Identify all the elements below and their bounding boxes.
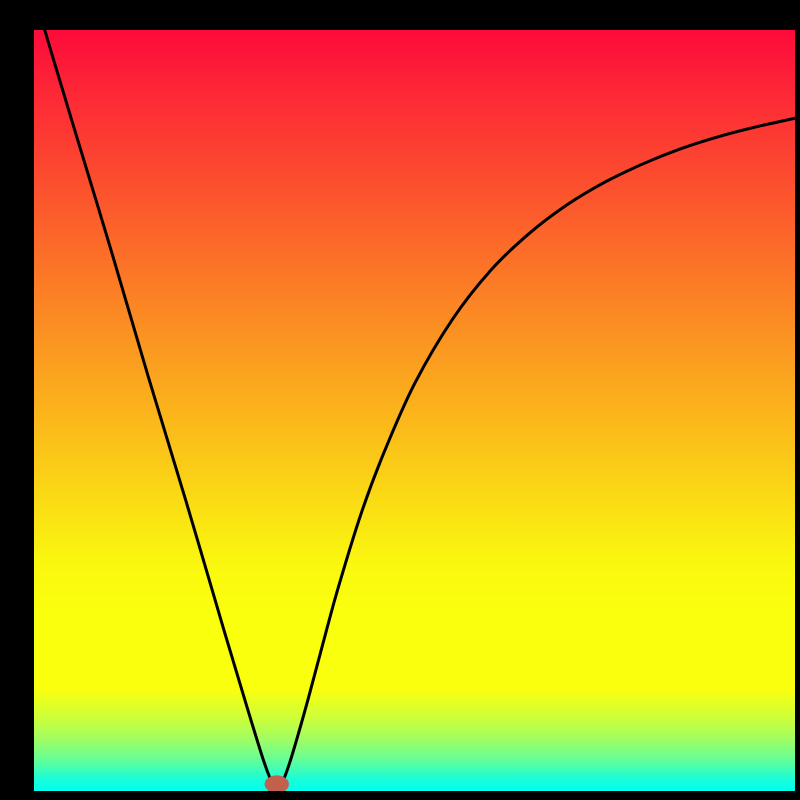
chart-background xyxy=(34,30,795,791)
chart-svg xyxy=(0,0,800,800)
figure: TheBottleneck.com xyxy=(0,0,800,800)
optimal-point xyxy=(265,775,289,793)
